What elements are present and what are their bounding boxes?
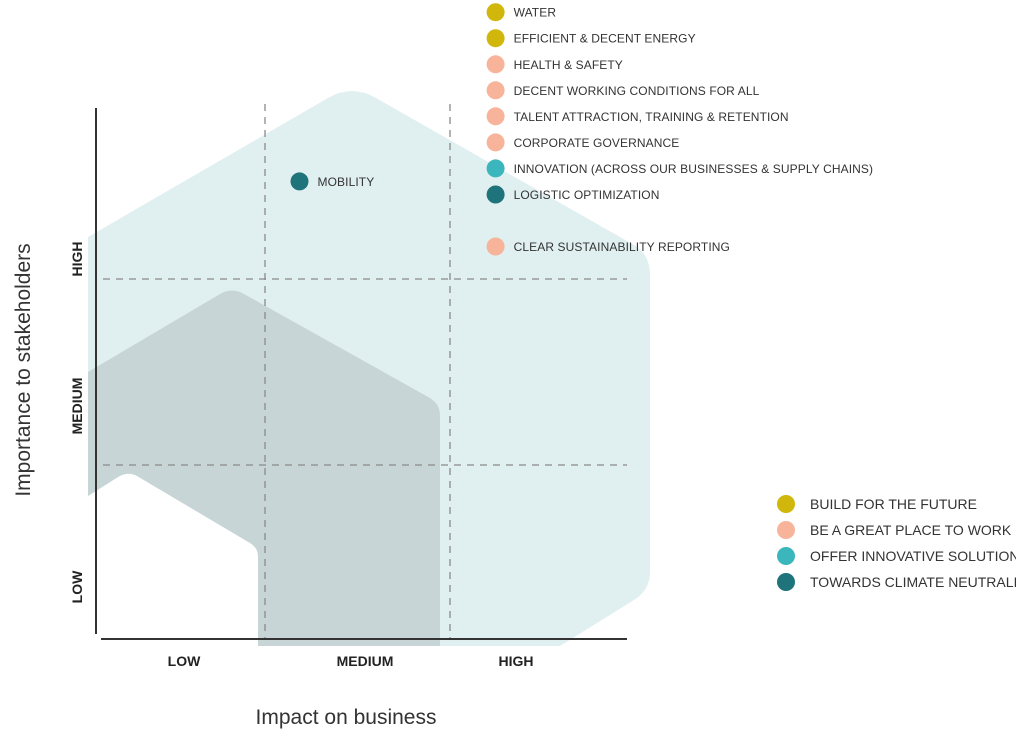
x-tick-high: HIGH — [499, 653, 534, 669]
point-health-safety — [486, 55, 505, 74]
point-label-mobility: MOBILITY — [318, 175, 375, 189]
legend-marker-offer-innovative-solutions — [777, 547, 795, 565]
legend-label-be-a-great-place-to-work: BE A GREAT PLACE TO WORK — [810, 522, 1012, 538]
point-label-talent-attraction-training-retention: TALENT ATTRACTION, TRAINING & RETENTION — [514, 110, 789, 124]
point-label-water: WATER — [514, 6, 557, 20]
y-tick-low: LOW — [69, 570, 85, 603]
legend-marker-be-a-great-place-to-work — [777, 521, 795, 539]
x-axis-title: Impact on business — [256, 706, 437, 729]
legend: BUILD FOR THE FUTURE BE A GREAT PLACE TO … — [777, 495, 1016, 591]
background-shape-dark — [88, 290, 440, 646]
point-decent-working-conditions-for-all — [486, 81, 505, 100]
point-clear-sustainability-reporting — [486, 237, 505, 256]
point-efficient-decent-energy — [486, 29, 505, 48]
data-points: MODULAR & CIRCULAR PRINCIPLES IN OUR PRO… — [290, 3, 874, 256]
point-label-innovation-across-our-businesses-supply-chains: INNOVATION (ACROSS OUR BUSINESSES & SUPP… — [514, 162, 874, 176]
point-label-efficient-decent-energy: EFFICIENT & DECENT ENERGY — [514, 32, 696, 46]
point-label-health-safety: HEALTH & SAFETY — [514, 58, 623, 72]
point-talent-attraction-training-retention — [486, 107, 505, 126]
legend-label-towards-climate-neutrality: TOWARDS CLIMATE NEUTRALITY — [810, 574, 1016, 590]
point-label-decent-working-conditions-for-all: DECENT WORKING CONDITIONS FOR ALL — [514, 84, 760, 98]
y-tick-high: HIGH — [69, 242, 85, 277]
legend-marker-towards-climate-neutrality — [777, 573, 795, 591]
point-innovation-across-our-businesses-supply-chains — [486, 159, 505, 178]
point-label-clear-sustainability-reporting: CLEAR SUSTAINABILITY REPORTING — [514, 240, 730, 254]
x-tick-low: LOW — [168, 653, 201, 669]
legend-label-offer-innovative-solutions: OFFER INNOVATIVE SOLUTIONS — [810, 548, 1016, 564]
y-axis-title: Importance to stakeholders — [12, 243, 35, 496]
y-tick-medium: MEDIUM — [69, 378, 85, 435]
point-water — [486, 3, 505, 22]
point-label-logistic-optimization: LOGISTIC OPTIMIZATION — [514, 188, 660, 202]
x-tick-medium: MEDIUM — [337, 653, 394, 669]
point-label-corporate-governance: CORPORATE GOVERNANCE — [514, 136, 680, 150]
legend-marker-build-for-the-future — [777, 495, 795, 513]
point-mobility — [290, 172, 309, 191]
point-corporate-governance — [486, 133, 505, 152]
point-logistic-optimization — [486, 185, 505, 204]
legend-label-build-for-the-future: BUILD FOR THE FUTURE — [810, 496, 977, 512]
